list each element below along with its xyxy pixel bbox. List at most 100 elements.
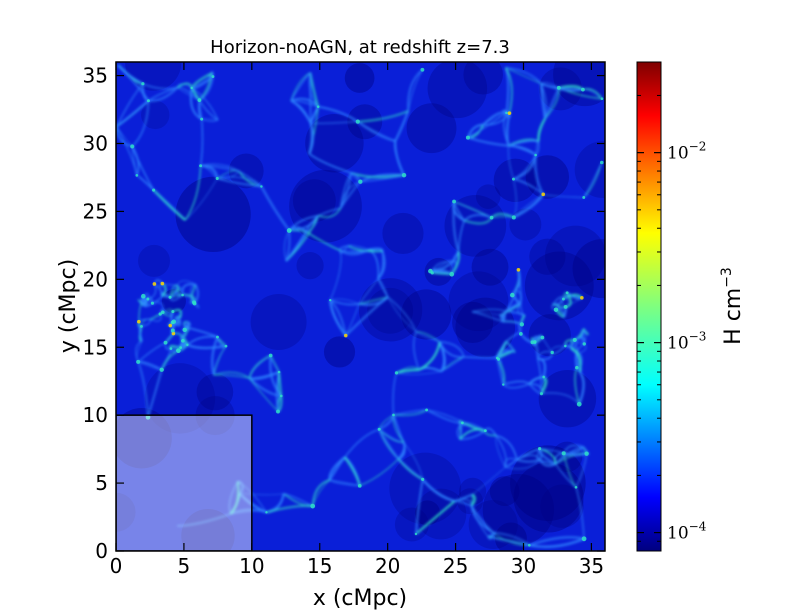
filament — [183, 321, 190, 329]
filament — [189, 87, 203, 120]
filament — [148, 86, 178, 102]
filament — [513, 178, 544, 195]
void-region — [196, 373, 234, 411]
filament — [237, 480, 243, 494]
halo — [169, 347, 173, 350]
halo — [572, 337, 577, 342]
filament — [450, 251, 460, 275]
filament — [172, 308, 182, 319]
filament — [495, 435, 506, 468]
filament — [308, 153, 352, 174]
halo — [553, 307, 559, 312]
filament — [516, 454, 540, 461]
halo — [179, 346, 183, 350]
filament — [359, 458, 399, 487]
colorbar-label-base: H cm — [721, 288, 746, 345]
filament — [330, 298, 360, 305]
halo — [581, 536, 587, 542]
filament — [357, 120, 396, 143]
y-tick-label: 35 — [83, 64, 108, 88]
halo — [449, 271, 455, 277]
halo — [465, 135, 470, 140]
filament — [201, 118, 219, 122]
filament — [317, 207, 341, 217]
halo — [146, 99, 150, 103]
filament — [454, 500, 472, 507]
filament — [582, 328, 586, 331]
filament — [407, 69, 424, 112]
filament — [177, 512, 231, 527]
filament — [393, 409, 427, 416]
filament — [198, 99, 219, 121]
halo — [511, 215, 516, 220]
filament — [248, 377, 282, 398]
filament — [377, 251, 384, 280]
void-region — [524, 251, 594, 321]
filament — [459, 428, 486, 440]
void-region — [406, 103, 457, 154]
halo — [163, 340, 168, 345]
filament — [217, 177, 262, 188]
filament — [310, 120, 358, 125]
x-tick-label: 5 — [178, 554, 191, 578]
filament — [199, 119, 204, 166]
filament — [504, 67, 513, 114]
halo — [199, 164, 203, 168]
halo — [392, 413, 395, 417]
halo — [495, 356, 499, 360]
halo — [140, 324, 143, 328]
y-tick-label: 5 — [95, 471, 108, 495]
halo — [135, 174, 139, 177]
filament — [329, 299, 360, 306]
filament — [393, 409, 428, 417]
filament — [152, 301, 164, 313]
halo — [377, 427, 381, 431]
halo — [268, 353, 273, 358]
x-tick-label: 10 — [239, 554, 264, 578]
filament — [176, 280, 196, 286]
halo — [519, 322, 525, 327]
halo — [171, 331, 176, 336]
filament — [288, 215, 319, 231]
halo — [489, 215, 494, 220]
halo — [565, 291, 569, 295]
filament — [186, 327, 189, 333]
void-region — [427, 62, 488, 119]
halo — [200, 117, 204, 121]
void-region — [175, 176, 251, 253]
void-region — [475, 184, 501, 209]
filament — [329, 479, 360, 487]
filament — [398, 441, 406, 460]
void-region — [540, 484, 584, 528]
void-region — [482, 473, 555, 546]
filament — [467, 123, 484, 138]
halo — [260, 185, 263, 188]
y-axis-label: y (cMpc) — [56, 259, 81, 353]
void-region — [305, 113, 364, 173]
highlight-region — [116, 414, 253, 551]
halo — [425, 408, 429, 412]
filament — [543, 193, 584, 198]
filament — [200, 163, 240, 172]
void-region — [553, 62, 605, 107]
filament — [213, 371, 250, 379]
halo — [420, 67, 425, 72]
filament — [403, 441, 424, 480]
halo — [170, 328, 175, 333]
filament — [441, 356, 465, 372]
filament — [311, 479, 330, 507]
filament — [290, 100, 312, 124]
x-tick-label: 35 — [579, 554, 604, 578]
filament — [358, 296, 389, 305]
x-tick-label: 15 — [307, 554, 332, 578]
filament — [415, 500, 456, 535]
void-region — [296, 252, 324, 280]
filament — [329, 250, 342, 301]
halo — [168, 295, 172, 299]
filament — [394, 110, 409, 142]
halo — [483, 429, 487, 433]
void-region — [545, 225, 605, 287]
filament — [357, 110, 409, 123]
filament — [360, 174, 405, 183]
halo — [159, 367, 164, 372]
